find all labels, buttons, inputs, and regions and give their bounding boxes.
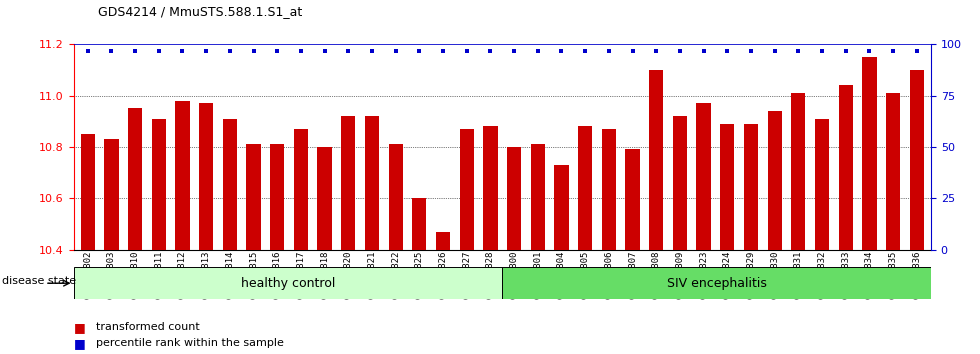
Bar — [791, 93, 806, 250]
Bar — [270, 144, 284, 250]
Bar — [531, 144, 545, 250]
Bar — [222, 119, 237, 250]
Bar — [697, 103, 710, 250]
Bar — [673, 116, 687, 250]
Bar — [483, 126, 498, 250]
Bar — [886, 93, 901, 250]
Text: transformed count: transformed count — [96, 322, 200, 332]
Text: GDS4214 / MmuSTS.588.1.S1_at: GDS4214 / MmuSTS.588.1.S1_at — [98, 5, 302, 18]
Bar — [341, 116, 356, 250]
Bar — [460, 129, 473, 250]
Bar — [365, 116, 379, 250]
Bar — [175, 101, 189, 250]
Bar — [388, 144, 403, 250]
Bar — [128, 108, 142, 250]
Bar — [80, 134, 95, 250]
Bar — [502, 267, 931, 299]
Bar — [104, 139, 119, 250]
Bar — [649, 70, 663, 250]
Bar — [602, 129, 616, 250]
Text: SIV encephalitis: SIV encephalitis — [666, 277, 766, 290]
Bar — [152, 119, 166, 250]
Bar — [909, 70, 924, 250]
Bar — [744, 124, 759, 250]
Bar — [413, 198, 426, 250]
Bar — [74, 267, 502, 299]
Text: ■: ■ — [74, 337, 85, 350]
Bar — [318, 147, 331, 250]
Text: ■: ■ — [74, 321, 85, 334]
Bar — [294, 129, 308, 250]
Text: percentile rank within the sample: percentile rank within the sample — [96, 338, 284, 348]
Bar — [578, 126, 592, 250]
Bar — [720, 124, 734, 250]
Bar — [507, 147, 521, 250]
Bar — [625, 149, 640, 250]
Bar — [246, 144, 261, 250]
Bar — [815, 119, 829, 250]
Bar — [839, 85, 853, 250]
Bar — [555, 165, 568, 250]
Text: healthy control: healthy control — [241, 277, 335, 290]
Bar — [436, 232, 450, 250]
Bar — [199, 103, 214, 250]
Bar — [862, 57, 876, 250]
Bar — [767, 111, 782, 250]
Text: disease state: disease state — [2, 276, 76, 286]
